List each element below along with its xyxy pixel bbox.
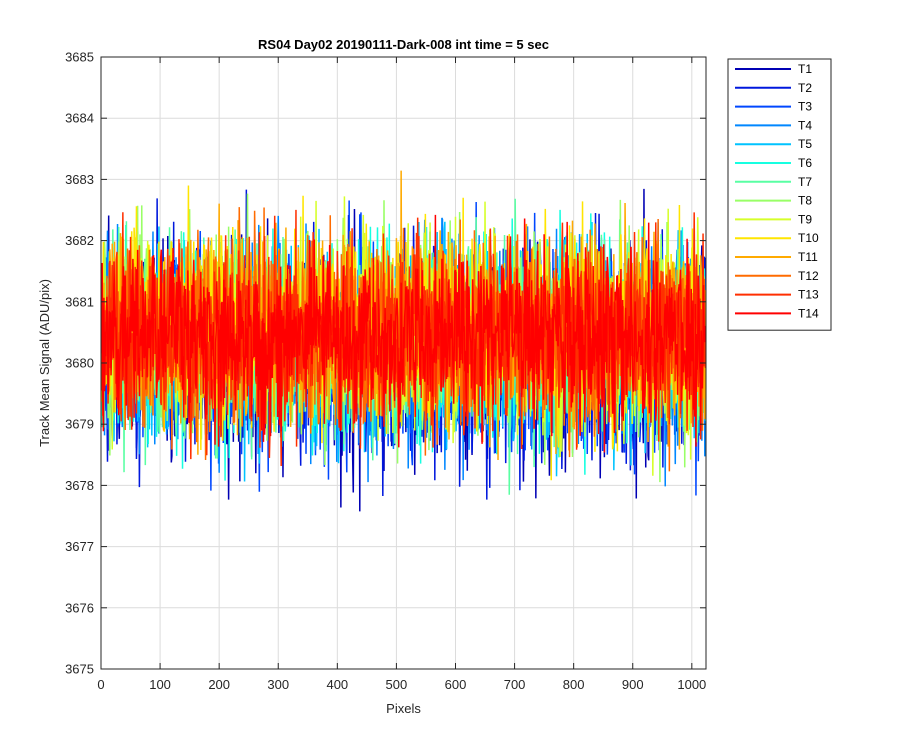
legend-label: T7 [798, 175, 812, 189]
x-tick-label: 600 [445, 677, 467, 692]
legend-label: T2 [798, 81, 812, 95]
legend-label: T8 [798, 194, 812, 208]
x-tick-label: 900 [622, 677, 644, 692]
y-tick-label: 3677 [65, 539, 94, 554]
legend-box [727, 58, 832, 331]
legend-item-t6: T6 [735, 156, 812, 170]
y-tick-label: 3684 [65, 111, 94, 126]
legend-item-t10: T10 [735, 231, 819, 245]
legend-item-t9: T9 [735, 212, 812, 226]
y-tick-label: 3678 [65, 478, 94, 493]
x-tick-label: 200 [208, 677, 230, 692]
legend-item-t13: T13 [735, 288, 819, 302]
legend-item-t5: T5 [735, 137, 812, 151]
legend-label: T12 [798, 269, 819, 283]
legend-label: T1 [798, 62, 812, 76]
legend-label: T9 [798, 212, 812, 226]
legend-item-t7: T7 [735, 175, 812, 189]
x-tick-label: 400 [326, 677, 348, 692]
legend-item-t14: T14 [735, 306, 819, 320]
legend-item-t2: T2 [735, 81, 812, 95]
y-tick-label: 3683 [65, 172, 94, 187]
x-tick-label: 1000 [677, 677, 706, 692]
y-tick-label: 3675 [65, 662, 94, 677]
y-tick-label: 3681 [65, 294, 94, 309]
x-tick-label: 700 [504, 677, 526, 692]
x-axis-label: Pixels [386, 701, 421, 716]
y-tick-label: 3685 [65, 50, 94, 65]
y-tick-label: 3680 [65, 356, 94, 371]
legend-label: T13 [798, 288, 819, 302]
legend-label: T14 [798, 306, 819, 320]
ticks [100, 56, 706, 670]
y-tick-labels: 3675 3676 3677 3678 3679 3680 3681 3682 3683 3684… [65, 50, 94, 677]
series-lines [101, 170, 706, 512]
x-tick-label: 800 [563, 677, 585, 692]
legend-item-t8: T8 [735, 194, 812, 208]
x-tick-labels: 0 100 200 300 400 500 600 700 800 900 1000 [97, 677, 706, 692]
legend-label: T11 [798, 250, 818, 264]
legend-item-t3: T3 [735, 100, 812, 114]
legend-item-t11: T11 [735, 250, 818, 264]
series-line-t14 [101, 214, 706, 453]
x-tick-label: 100 [149, 677, 171, 692]
legend-label: T5 [798, 137, 812, 151]
legend: T1 T2 T3 T4 T5 T6 T7 T8 T9 T10 T11 T12 T13 T14 [727, 58, 832, 331]
legend-label: T6 [798, 156, 812, 170]
y-tick-label: 3682 [65, 233, 94, 248]
x-tick-label: 500 [386, 677, 408, 692]
legend-item-t4: T4 [735, 118, 812, 132]
legend-item-t12: T12 [735, 269, 819, 283]
legend-label: T10 [798, 231, 819, 245]
x-tick-label: 0 [97, 677, 104, 692]
y-tick-label: 3676 [65, 600, 94, 615]
legend-item-t1: T1 [735, 62, 812, 76]
y-axis-label: Track Mean Signal (ADU/pix) [37, 279, 52, 447]
legend-label: T3 [798, 100, 812, 114]
chart-title: RS04 Day02 20190111-Dark-008 int time = … [258, 37, 549, 52]
legend-label: T4 [798, 118, 812, 132]
y-tick-label: 3679 [65, 417, 94, 432]
x-tick-label: 300 [267, 677, 289, 692]
